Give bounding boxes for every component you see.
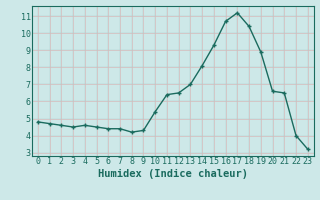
X-axis label: Humidex (Indice chaleur): Humidex (Indice chaleur): [98, 169, 248, 179]
